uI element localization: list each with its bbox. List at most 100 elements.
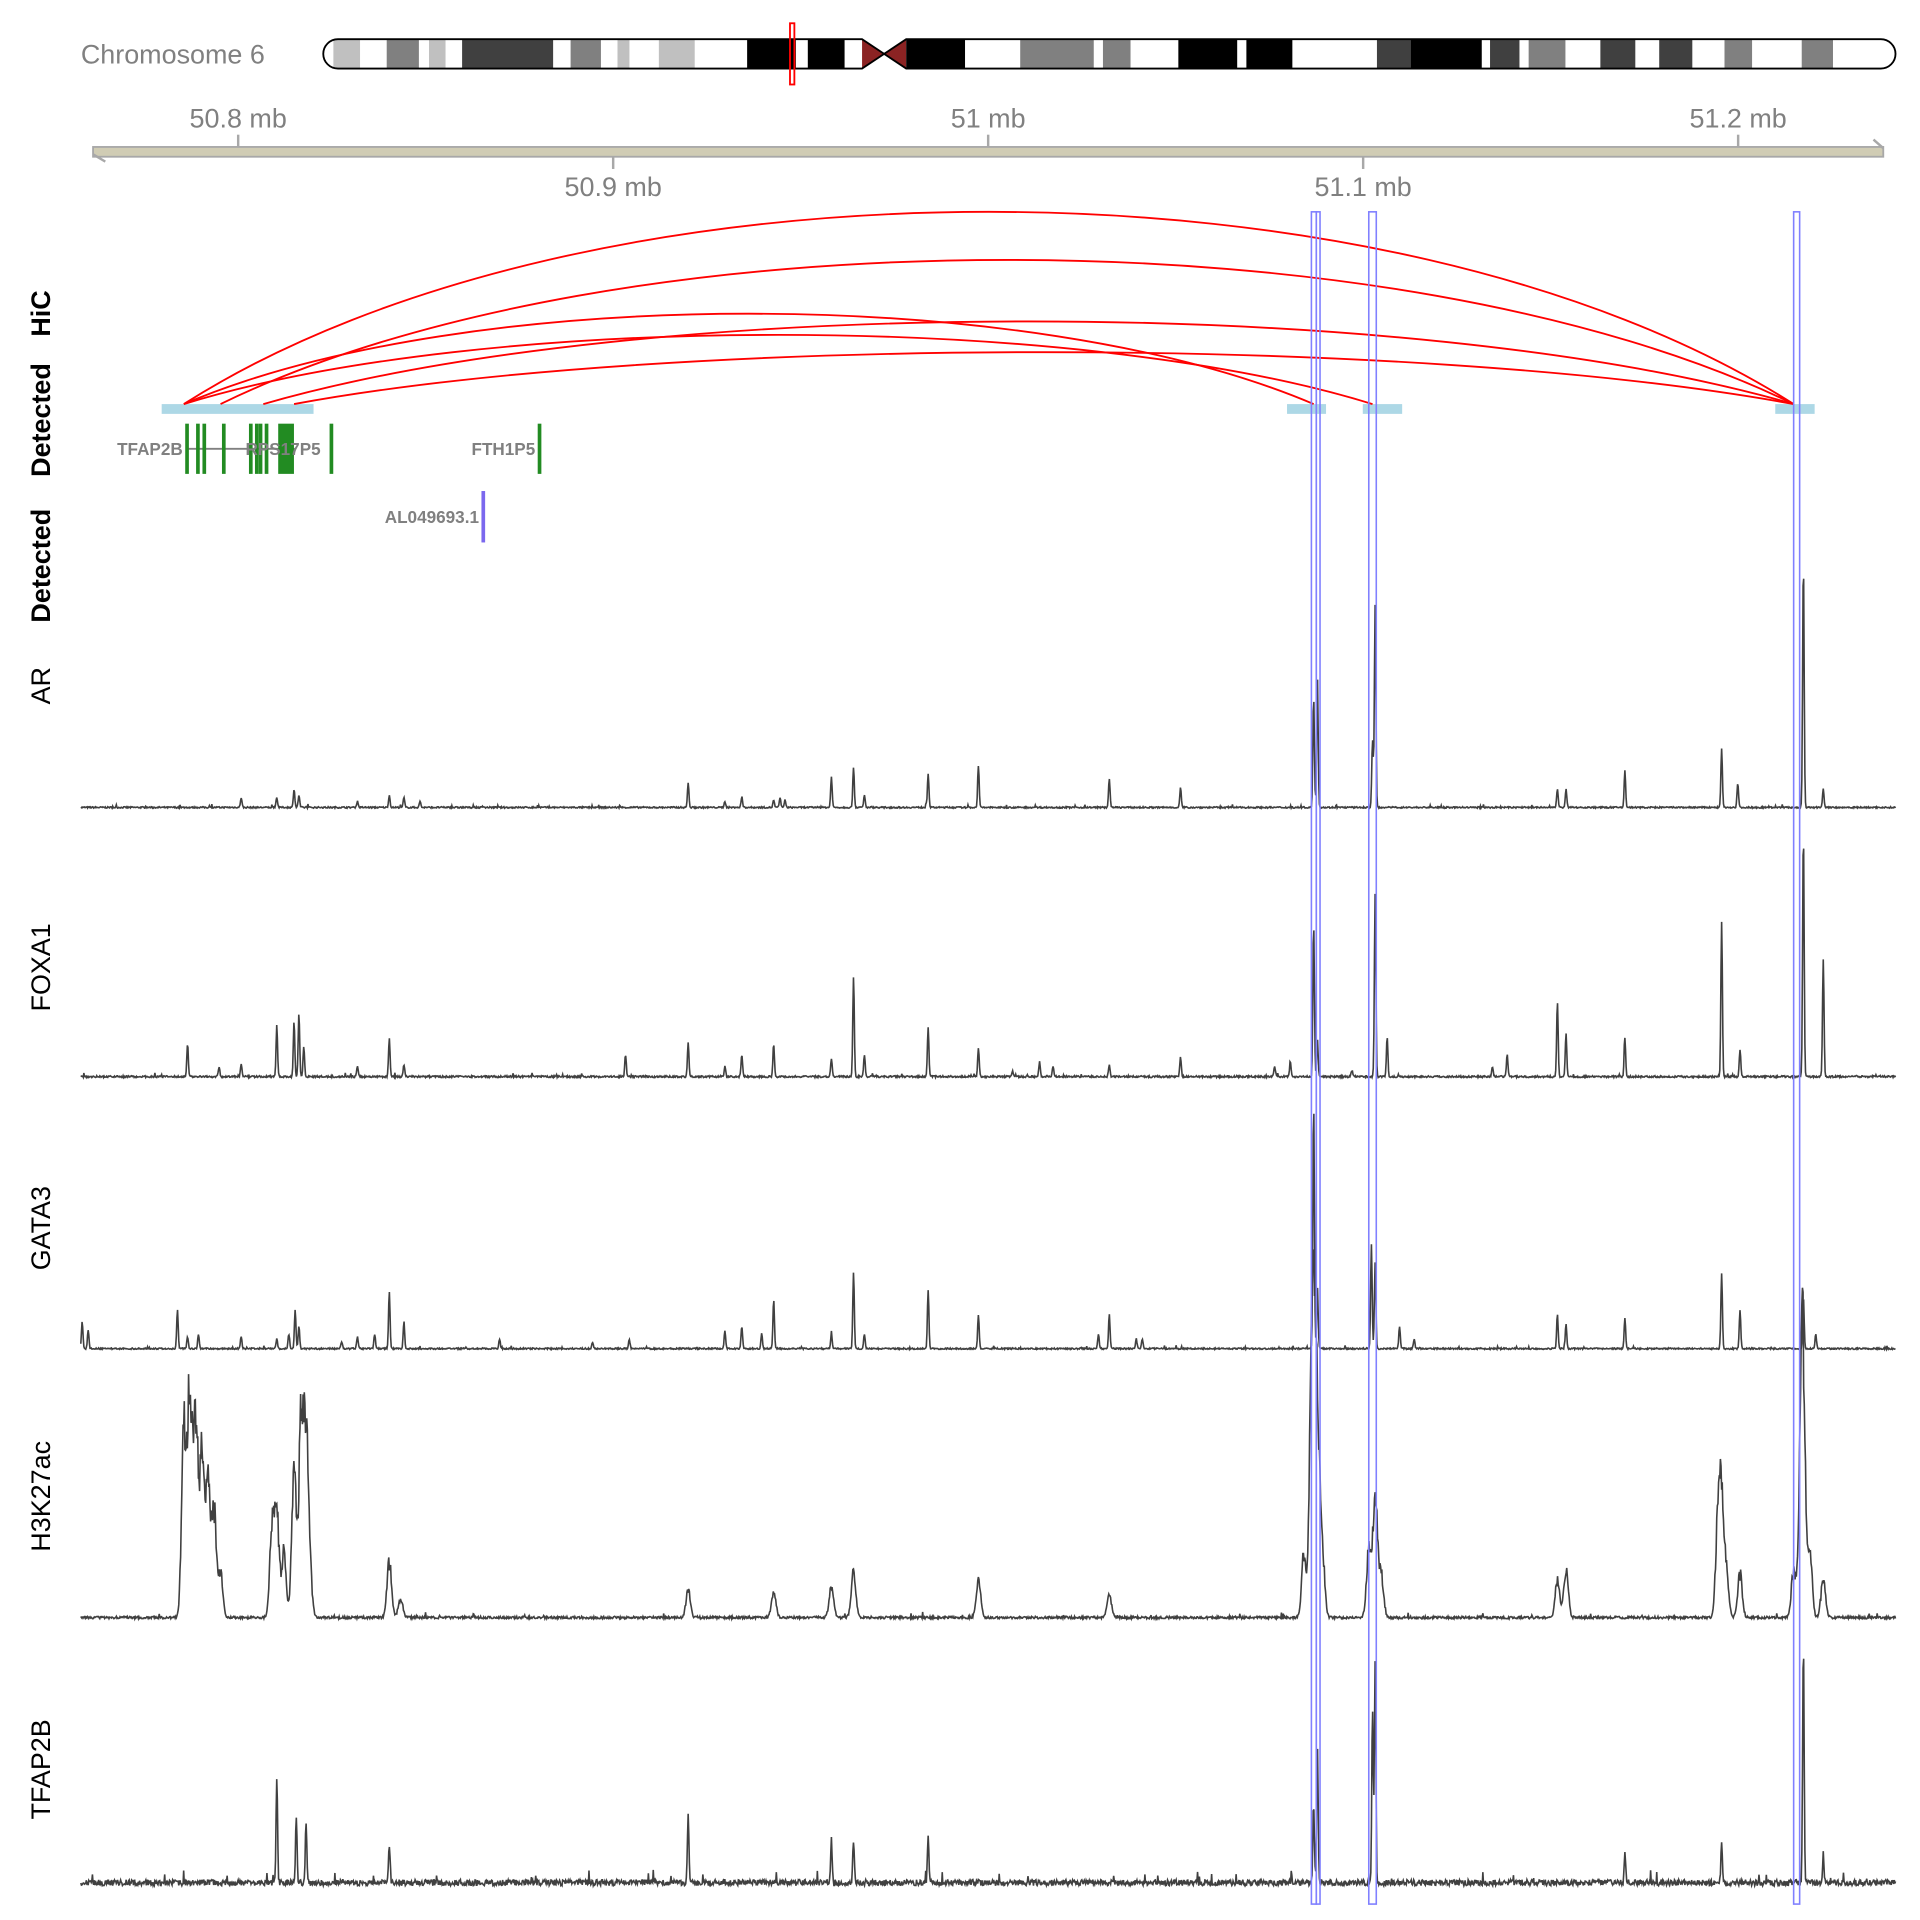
cytoband	[1410, 39, 1483, 69]
gene-exon	[221, 423, 226, 474]
signal-tracks	[80, 578, 1897, 1889]
cytoband	[747, 39, 797, 69]
cytoband	[795, 39, 809, 69]
cytoband	[386, 39, 420, 69]
axis-bar	[92, 146, 1885, 158]
cytoband	[629, 39, 660, 69]
gene-exon	[264, 423, 269, 474]
chromosome-label: Chromosome 6	[81, 40, 265, 70]
track-label-ar: AR	[26, 667, 56, 704]
cytoband	[1600, 39, 1636, 69]
cytoband	[1832, 39, 1896, 69]
track-label-gata3: GATA3	[26, 1186, 56, 1270]
signal-track-h3k27ac	[80, 1249, 1897, 1622]
cytoband	[553, 39, 571, 69]
gene-exon	[254, 423, 259, 474]
cytoband	[1724, 39, 1753, 69]
cytoband	[1102, 39, 1131, 69]
cytoband	[1237, 39, 1247, 69]
cytoband	[617, 39, 630, 69]
track-label-detected-2: Detected	[26, 509, 56, 623]
cytoband	[1659, 39, 1693, 69]
highlight-region	[1792, 211, 1801, 1905]
hic-anchor	[1362, 404, 1403, 414]
hic-arc	[263, 320, 1794, 405]
track-label-hic: HiC	[26, 290, 56, 336]
track-label-h3k27ac: H3K27ac	[26, 1441, 56, 1552]
gene-exon	[537, 423, 542, 474]
hic-track	[161, 210, 1815, 414]
cytoband	[658, 39, 696, 69]
hic-anchor	[1287, 404, 1327, 414]
cytoband	[323, 39, 334, 69]
cytoband	[1481, 39, 1491, 69]
cytoband	[360, 39, 388, 69]
gene-exon	[258, 423, 263, 474]
track-label-detected: Detected	[26, 363, 56, 477]
cytoband	[844, 39, 863, 69]
gene-exon	[196, 423, 200, 474]
cytoband	[1020, 39, 1095, 69]
signal-track-gata3	[80, 1113, 1896, 1352]
ideogram-bands	[323, 39, 1896, 69]
cytoband	[965, 39, 1021, 69]
cytoband	[1130, 39, 1179, 69]
gene-label: AL049693.1	[385, 507, 480, 527]
gene-label: RPS17P5	[245, 439, 321, 459]
cytoband	[1093, 39, 1104, 69]
axis-arrow-icon	[92, 138, 1885, 163]
genome-axis: 50.8 mb 50.9 mb 51 mb 51.1 mb 51.2 mb	[92, 103, 1885, 202]
gene-exon	[481, 491, 486, 543]
cytoband	[462, 39, 554, 69]
signal-track-ar	[80, 578, 1897, 811]
gene-exon	[248, 423, 253, 474]
axis-tick-label: 51.2 mb	[1690, 103, 1787, 133]
cytoband	[600, 39, 618, 69]
cytoband	[1565, 39, 1601, 69]
gene-exon	[202, 423, 207, 474]
chromosome-ideogram	[322, 22, 1897, 86]
signal-track-foxa1	[80, 848, 1897, 1081]
cytoband	[1635, 39, 1660, 69]
cytoband	[1692, 39, 1725, 69]
highlight-regions	[1310, 211, 1801, 1905]
gene-exon	[278, 423, 294, 474]
hic-arc	[183, 210, 1795, 405]
gene-exon	[185, 423, 189, 474]
axis-tick-label: 50.9 mb	[565, 172, 662, 202]
cytoband	[1801, 39, 1834, 69]
gene-exon	[329, 423, 334, 474]
track-labels: HiC Detected Detected AR FOXA1 GATA3 H3K27a…	[26, 290, 56, 1819]
cytoband	[694, 39, 748, 69]
track-label-tfap2b: TFAP2B	[26, 1719, 56, 1819]
hic-arc	[183, 312, 1315, 405]
axis-tick-label: 51.1 mb	[1315, 172, 1412, 202]
cytoband	[807, 39, 845, 69]
region-marker	[789, 22, 796, 86]
ideogram-outline-q	[882, 38, 1897, 70]
centromere-band	[862, 39, 885, 69]
axis-tick-label: 50.8 mb	[190, 103, 287, 133]
cytoband	[1528, 39, 1566, 69]
ideogram-outline-p	[322, 38, 886, 70]
cytoband	[1246, 39, 1293, 69]
centromere-band	[884, 39, 907, 69]
signal-track-tfap2b	[80, 1658, 1897, 1889]
hic-arc	[183, 334, 1373, 405]
cytoband	[429, 39, 446, 69]
gene-label: TFAP2B	[117, 439, 183, 459]
detected-genes-track: TFAP2B RPS17P5 FTH1P5 AL049693.1	[117, 423, 542, 543]
gene-label: FTH1P5	[471, 439, 535, 459]
hic-anchor	[1775, 404, 1815, 414]
cytoband	[445, 39, 463, 69]
cytoband	[333, 39, 361, 69]
track-label-foxa1: FOXA1	[26, 923, 56, 1011]
cytoband	[906, 39, 966, 69]
hic-arc	[220, 259, 1795, 405]
highlight-region	[1315, 211, 1321, 1905]
cytoband	[1376, 39, 1412, 69]
cytoband	[570, 39, 602, 69]
cytoband	[1292, 39, 1378, 69]
hic-anchor	[161, 404, 314, 414]
